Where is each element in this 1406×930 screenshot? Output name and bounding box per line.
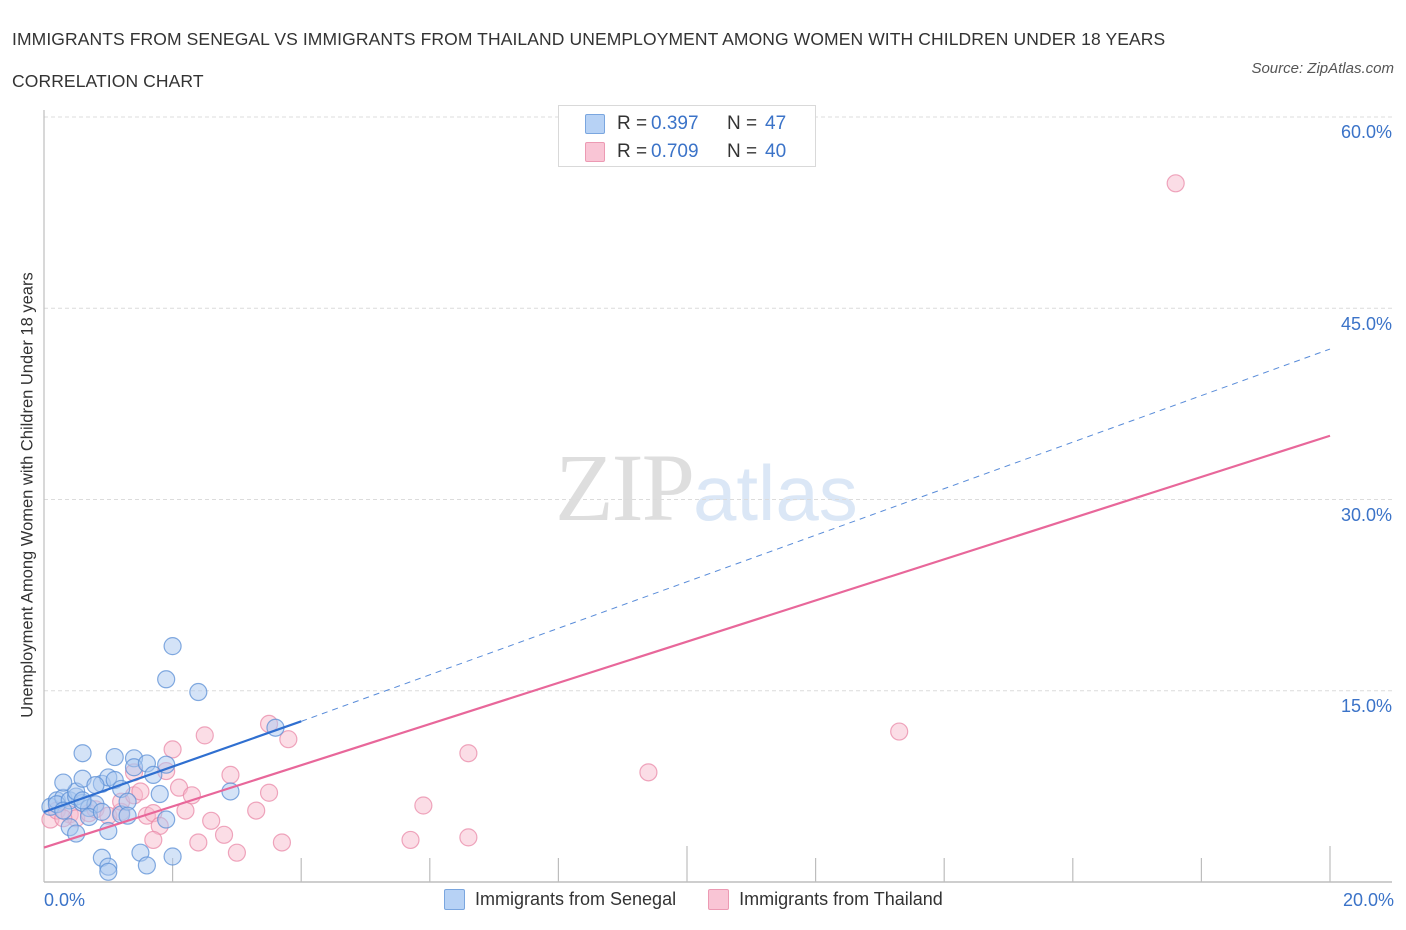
thailand-data-point: [279, 730, 298, 749]
senegal-data-point: [157, 810, 176, 829]
legend-label-senegal: Immigrants from Senegal: [475, 889, 677, 909]
senegal-data-point: [163, 847, 182, 866]
x-tick-max: 20.0%: [1342, 890, 1394, 910]
senegal-data-point: [54, 773, 73, 792]
chart-title: IMMIGRANTS FROM SENEGAL VS IMMIGRANTS FR…: [12, 29, 1166, 91]
watermark-atlas: atlas: [693, 449, 858, 537]
thailand-data-point: [144, 830, 163, 850]
thailand-data-point: [189, 833, 208, 852]
y-tick-60: 60.0%: [1340, 122, 1392, 142]
senegal-trendline-dashed: [301, 348, 1331, 722]
senegal-data-point: [137, 856, 156, 875]
r-value: 0.397: [651, 113, 699, 134]
thailand-trendline: [43, 434, 1331, 849]
thailand-data-point: [401, 830, 420, 850]
y-tick-30: 30.0%: [1340, 505, 1392, 525]
thailand-data-point: [227, 843, 246, 862]
senegal-legend-swatch: [444, 889, 465, 910]
zipatlas-watermark: ZIPatlas: [555, 440, 858, 541]
thailand-data-point: [459, 744, 478, 763]
r-label: R =: [617, 113, 648, 134]
r-label: R =: [617, 141, 648, 162]
legend-item-thailand[interactable]: Immigrants from Thailand: [708, 889, 943, 910]
thailand-data-point: [221, 765, 240, 785]
y-axis-label: Unemployment Among Women with Children U…: [18, 272, 37, 718]
thailand-swatch: [585, 142, 605, 162]
n-label: N =: [727, 113, 758, 134]
stats-row-thailand: R = 0.709 N = 40: [585, 140, 786, 164]
thailand-data-point: [459, 828, 478, 847]
senegal-data-point: [157, 670, 176, 689]
senegal-trendline-solid: [43, 720, 302, 813]
y-tick-45: 45.0%: [1340, 314, 1392, 334]
watermark-zip: ZIP: [555, 434, 695, 541]
senegal-data-point: [99, 862, 118, 881]
thailand-data-point: [259, 783, 279, 802]
n-value: 47: [765, 113, 787, 134]
thailand-data-point: [247, 801, 266, 820]
chart-legend: Immigrants from Senegal Immigrants from …: [444, 889, 975, 910]
senegal-data-point: [73, 744, 92, 763]
stats-row-senegal: R = 0.397 N = 47: [585, 112, 786, 136]
legend-label-thailand: Immigrants from Thailand: [739, 889, 943, 909]
thailand-data-point: [1166, 174, 1185, 193]
thailand-data-point: [163, 740, 182, 759]
senegal-data-point: [163, 637, 182, 656]
source-label: Source: ZipAtlas.com: [1251, 60, 1394, 77]
senegal-data-point: [105, 747, 124, 767]
thailand-data-point: [214, 825, 234, 844]
thailand-legend-swatch: [708, 889, 730, 910]
thailand-data-point: [272, 833, 292, 852]
n-value: 40: [765, 141, 787, 162]
thailand-data-point: [639, 763, 658, 782]
thailand-data-point: [195, 726, 214, 745]
senegal-data-point: [92, 802, 111, 821]
thailand-data-point: [202, 811, 221, 830]
thailand-data-point: [131, 782, 150, 801]
y-tick-15: 15.0%: [1340, 696, 1392, 716]
thailand-data-point: [414, 796, 433, 815]
legend-item-senegal[interactable]: Immigrants from Senegal: [444, 889, 676, 910]
x-tick-min: 0.0%: [44, 890, 86, 910]
thailand-data-point: [890, 722, 909, 741]
correlation-stats-box: R = 0.397 N = 47 R = 0.709 N = 40: [558, 105, 816, 167]
senegal-data-point: [189, 682, 208, 702]
senegal-data-point: [157, 755, 176, 774]
n-label: N =: [727, 141, 758, 162]
senegal-data-point: [150, 784, 169, 804]
senegal-swatch: [585, 114, 605, 134]
r-value: 0.709: [651, 141, 699, 162]
senegal-data-point: [144, 765, 163, 785]
